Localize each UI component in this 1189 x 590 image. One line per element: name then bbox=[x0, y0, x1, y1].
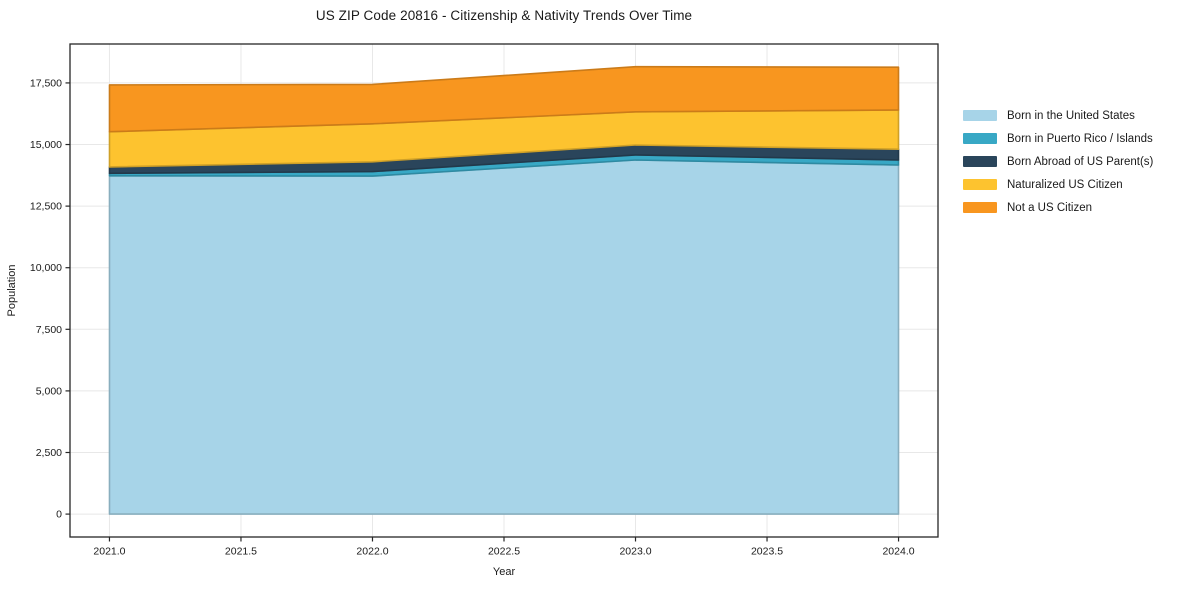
legend-item: Born in the United States bbox=[963, 104, 1153, 127]
legend-item: Naturalized US Citizen bbox=[963, 173, 1153, 196]
legend-label: Not a US Citizen bbox=[1007, 201, 1093, 214]
x-tick-label: 2023.0 bbox=[619, 546, 651, 558]
legend-label: Naturalized US Citizen bbox=[1007, 178, 1123, 191]
legend-label: Born in Puerto Rico / Islands bbox=[1007, 132, 1153, 145]
legend-swatch-naturalized bbox=[963, 179, 997, 190]
y-tick-label: 15,000 bbox=[30, 139, 62, 151]
y-tick-label: 7,500 bbox=[36, 324, 62, 336]
y-tick-label: 5,000 bbox=[36, 385, 62, 397]
x-tick-label: 2021.0 bbox=[93, 546, 125, 558]
legend-label: Born in the United States bbox=[1007, 109, 1135, 122]
y-tick-label: 17,500 bbox=[30, 77, 62, 89]
x-tick-label: 2023.5 bbox=[751, 546, 783, 558]
legend-swatch-not-citizen bbox=[963, 202, 997, 213]
legend-item: Born Abroad of US Parent(s) bbox=[963, 150, 1153, 173]
legend-item: Born in Puerto Rico / Islands bbox=[963, 127, 1153, 150]
x-tick-label: 2024.0 bbox=[882, 546, 914, 558]
x-axis-label: Year bbox=[493, 566, 516, 578]
legend-item: Not a US Citizen bbox=[963, 196, 1153, 219]
legend-swatch-born-us bbox=[963, 110, 997, 121]
y-tick-label: 12,500 bbox=[30, 201, 62, 213]
legend-label: Born Abroad of US Parent(s) bbox=[1007, 155, 1154, 168]
x-tick-label: 2022.5 bbox=[488, 546, 520, 558]
legend-swatch-puerto-rico bbox=[963, 133, 997, 144]
x-tick-label: 2021.5 bbox=[225, 546, 257, 558]
y-tick-label: 0 bbox=[56, 509, 62, 521]
area-series-not-a-us-citizen bbox=[108, 65, 900, 133]
area-series-born-in-the-united-states bbox=[108, 159, 900, 515]
chart-title: US ZIP Code 20816 - Citizenship & Nativi… bbox=[315, 8, 693, 23]
legend-swatch-born-abroad bbox=[963, 156, 997, 167]
legend: Born in the United States Born in Puerto… bbox=[963, 104, 1153, 219]
y-tick-label: 2,500 bbox=[36, 447, 62, 459]
y-tick-label: 10,000 bbox=[30, 262, 62, 274]
x-tick-label: 2022.0 bbox=[356, 546, 388, 558]
y-axis-label: Population bbox=[6, 265, 18, 317]
